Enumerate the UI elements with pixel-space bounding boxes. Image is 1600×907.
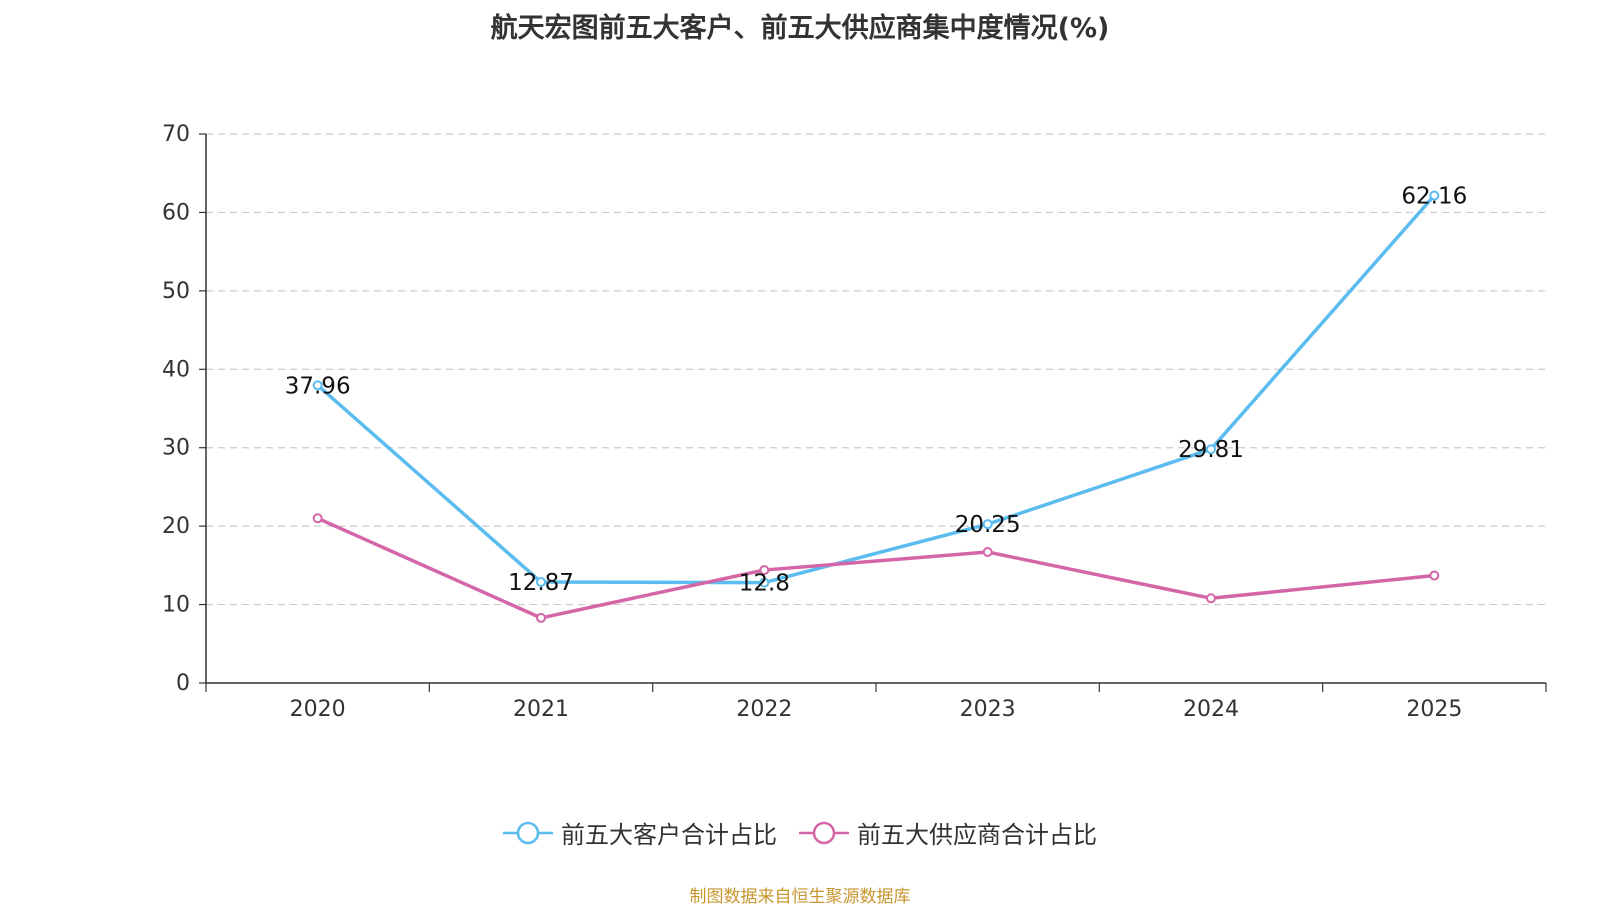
y-tick-label: 10 (162, 593, 190, 618)
data-label-s0-2022: 12.8 (739, 571, 790, 597)
y-tick-label: 50 (162, 279, 190, 304)
data-point-s0-2022[interactable] (759, 577, 770, 588)
data-label-s0-2025: 62.16 (1401, 183, 1467, 209)
source-note: 制图数据来自恒生聚源数据库 (689, 887, 911, 907)
series-line-1 (316, 516, 1435, 620)
data-label-s0-2020: 37.96 (285, 373, 351, 399)
data-point-s1-2025[interactable] (1429, 570, 1440, 581)
x-tick-label-2024: 2024 (1183, 697, 1239, 722)
chart-title: 航天宏图前五大客户、前五大供应商集中度情况(%) (490, 13, 1110, 44)
y-tick-label: 30 (162, 436, 190, 461)
data-point-s0-2023[interactable] (982, 519, 993, 530)
y-tick-label: 70 (162, 122, 190, 147)
y-tick-label: 60 (162, 200, 190, 225)
grid-layer (206, 133, 1546, 606)
label-layer: 37.96 12.87 12.8 20.25 29.81 62.16 (285, 183, 1468, 596)
x-tick-label-2021: 2021 (513, 697, 569, 722)
y-tick-label: 40 (162, 357, 190, 382)
x-tick-label-2025: 2025 (1406, 697, 1462, 722)
legend-label-customers: 前五大客户合计占比 (561, 821, 777, 849)
data-point-s1-2023[interactable] (982, 547, 993, 558)
data-point-s0-2021[interactable] (536, 577, 546, 588)
data-point-s1-2022[interactable] (759, 565, 770, 576)
legend-marker-customers-icon (503, 821, 553, 844)
legend-item-suppliers[interactable]: 前五大供应商合计占比 (799, 815, 1097, 850)
x-tick-label-2020: 2020 (290, 697, 346, 722)
x-tick-label-2023: 2023 (960, 697, 1016, 722)
data-label-s0-2023: 20.25 (955, 512, 1021, 538)
data-point-s0-2020[interactable] (312, 380, 323, 391)
data-label-s0-2024: 29.81 (1178, 437, 1244, 463)
data-point-s1-2021[interactable] (536, 612, 546, 623)
series-line-0 (316, 194, 1436, 585)
y-tick-label: 0 (176, 671, 190, 696)
x-tick-label-2022: 2022 (736, 697, 792, 722)
data-point-s0-2024[interactable] (1206, 444, 1216, 455)
axis-layer: 0 10 20 30 40 50 60 70 2020 2021 2022 2023 2024 2025 (162, 122, 1547, 722)
legend: 前五大客户合计占比 前五大供应商合计占比 (0, 815, 1600, 850)
legend-marker-suppliers-icon (799, 821, 849, 844)
legend-item-customers[interactable]: 前五大客户合计占比 (503, 815, 777, 850)
data-point-s1-2024[interactable] (1206, 593, 1216, 604)
series-layer (312, 190, 1440, 623)
data-point-s0-2025[interactable] (1429, 190, 1440, 201)
data-point-s1-2020[interactable] (312, 513, 323, 524)
y-tick-label: 20 (162, 514, 190, 539)
data-label-s0-2021: 12.87 (508, 570, 574, 596)
legend-label-suppliers: 前五大供应商合计占比 (857, 821, 1097, 849)
